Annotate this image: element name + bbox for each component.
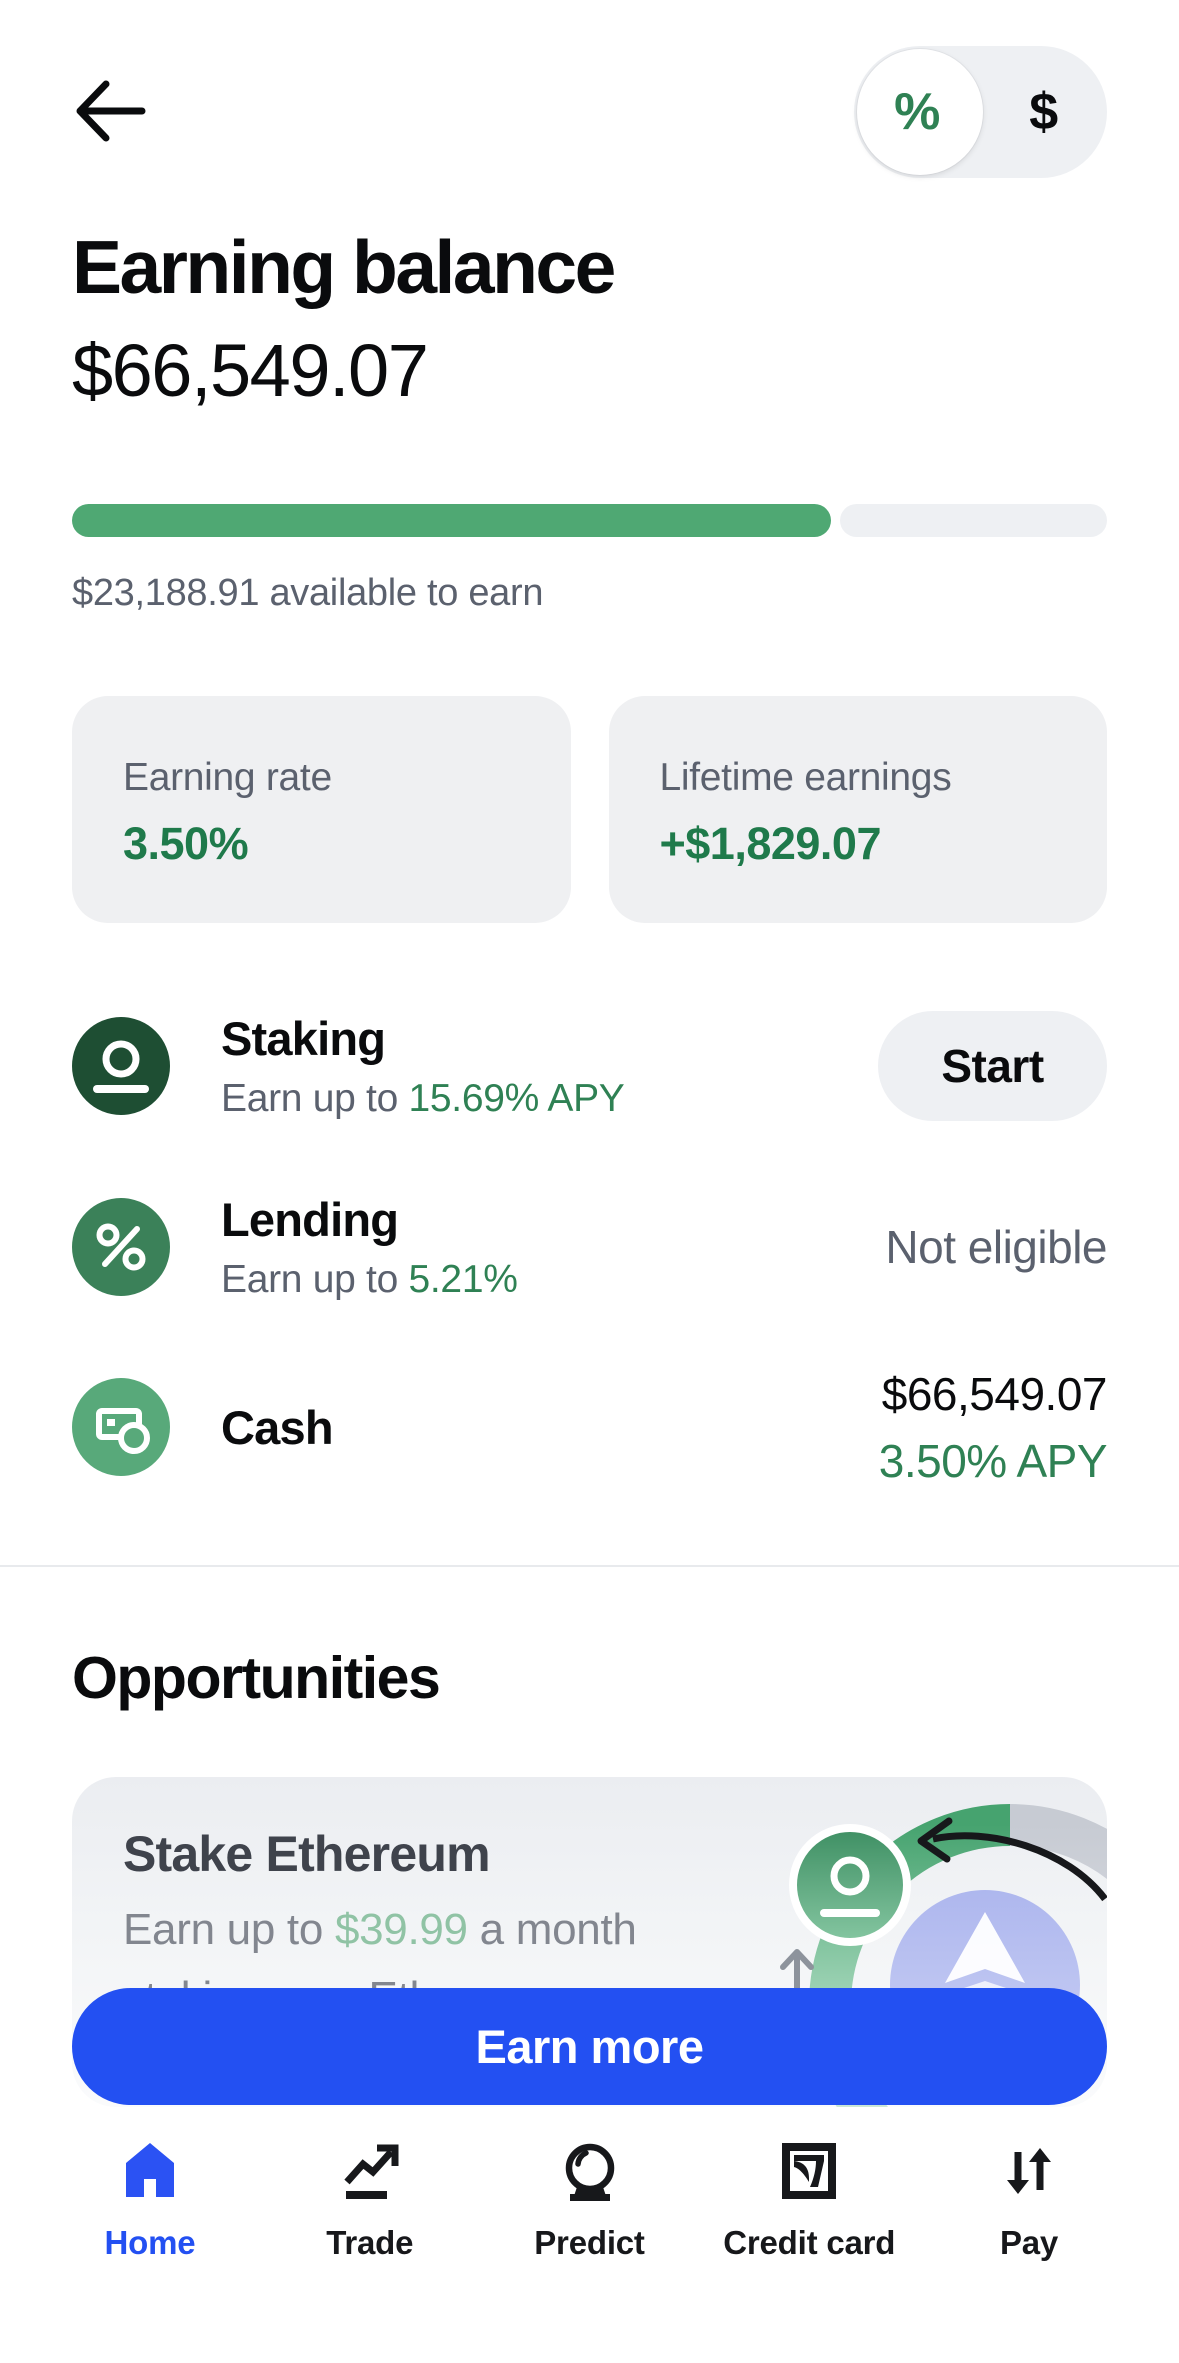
opportunity-title: Stake Ethereum (123, 1826, 491, 1882)
toggle-dollar-option[interactable]: $ (1029, 83, 1059, 141)
cash-amount: $66,549.07 (881, 1367, 1108, 1420)
ethereum-logo (945, 1912, 1025, 1983)
progress-fill (72, 504, 831, 537)
opportunity-amount-highlight: $39.99 (334, 1905, 468, 1954)
lending-rate-highlight: 5.21% (408, 1257, 518, 1301)
nav-item-trade[interactable]: Trade (295, 2138, 445, 2262)
lending-title: Lending (221, 1192, 399, 1246)
nav-label-home: Home (104, 2224, 196, 2261)
back-button[interactable] (70, 72, 148, 150)
lifetime-earnings-label: Lifetime earnings (659, 756, 952, 799)
available-to-earn: $23,188.91 available to earn (72, 572, 544, 614)
lending-subtitle: Earn up to 5.21% (221, 1260, 518, 1299)
opportunity-line1-prefix: Earn up to (123, 1905, 335, 1954)
nav-item-home[interactable]: Home (75, 2138, 225, 2262)
predict-icon (565, 2143, 614, 2201)
progress-remainder (839, 504, 1107, 537)
staking-start-button[interactable]: Start (878, 1011, 1107, 1121)
lending-percent-icon (72, 1198, 170, 1296)
back-arrow-icon (76, 80, 146, 142)
opportunity-line1-suffix: a month (467, 1905, 637, 1954)
pay-icon (1007, 2148, 1051, 2194)
home-icon (126, 2143, 174, 2197)
cycle-arrow-icon (932, 1832, 1107, 1902)
toggle-percent-option[interactable]: % (894, 83, 941, 141)
balance-amount: $66,549.07 (72, 329, 429, 412)
nav-item-pay[interactable]: Pay (954, 2138, 1104, 2262)
lending-status: Not eligible (885, 1221, 1107, 1273)
stats-row: Earning rate 3.50% Lifetime earnings +$1… (72, 696, 1107, 923)
page-title: Earning balance (72, 225, 616, 309)
credit-card-icon (782, 2143, 837, 2199)
staking-apy-highlight: 15.69% APY (408, 1076, 625, 1120)
lifetime-earnings-value: +$1,829.07 (659, 818, 882, 869)
staking-icon (72, 1017, 170, 1115)
trade-icon (344, 2144, 399, 2199)
nav-label-trade: Trade (326, 2224, 414, 2261)
bottom-navigation: Home Trade Predict (0, 2138, 1179, 2262)
lifetime-earnings-card: Lifetime earnings +$1,829.07 (608, 696, 1107, 923)
nav-label-credit-card: Credit card (723, 2224, 896, 2261)
earning-rate-value: 3.50% (123, 818, 249, 869)
earn-more-button[interactable]: Earn more (72, 1988, 1107, 2105)
toggle-knob (857, 49, 983, 175)
cash-title: Cash (221, 1400, 334, 1454)
earning-progress-bar (72, 504, 1107, 537)
display-mode-toggle[interactable]: % $ (854, 46, 1107, 178)
lending-row[interactable]: Lending Earn up to 5.21% Not eligible (72, 1172, 1107, 1322)
nav-item-predict[interactable]: Predict (515, 2138, 665, 2262)
nav-label-credit-card-predict: Predict (534, 2224, 645, 2261)
staking-badge-icon (789, 1824, 911, 1946)
lending-desc-prefix: Earn up to (221, 1257, 409, 1301)
earning-rate-card: Earning rate 3.50% (72, 696, 571, 923)
cash-icon (72, 1378, 170, 1476)
nav-label-pay: Pay (999, 2224, 1059, 2261)
opportunities-heading: Opportunities (72, 1645, 441, 1711)
opportunity-line1: Earn up to $39.99 a month (123, 1905, 637, 1955)
staking-desc-prefix: Earn up to (221, 1076, 409, 1120)
cash-row[interactable]: Cash $66,549.07 3.50% APY (72, 1352, 1108, 1502)
nav-item-credit-card[interactable]: Credit card (723, 2138, 895, 2262)
staking-subtitle: Earn up to 15.69% APY (221, 1079, 625, 1118)
cash-apy: 3.50% APY (878, 1434, 1108, 1487)
staking-row[interactable]: Staking Earn up to 15.69% APY Start (72, 991, 1107, 1141)
staking-title: Staking (221, 1011, 386, 1065)
up-arrow-icon (780, 1949, 814, 1992)
section-divider (0, 1565, 1179, 1567)
earning-rate-label: Earning rate (123, 756, 332, 799)
